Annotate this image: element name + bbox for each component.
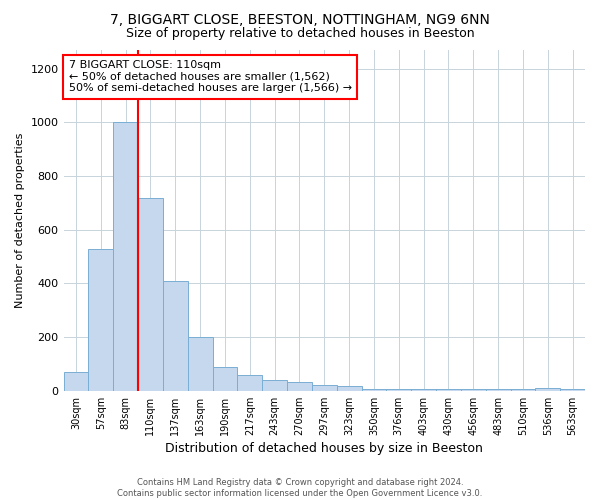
Bar (386, 390, 411, 391)
Bar (212, 366, 238, 391)
Bar (411, 390, 436, 391)
Bar (188, 337, 212, 391)
Bar (461, 390, 485, 391)
Text: 7 BIGGART CLOSE: 110sqm
← 50% of detached houses are smaller (1,562)
50% of semi: 7 BIGGART CLOSE: 110sqm ← 50% of detache… (69, 60, 352, 94)
Bar (312, 386, 337, 391)
Bar (262, 380, 287, 391)
Bar (163, 281, 188, 391)
Bar (88, 248, 113, 391)
Bar (436, 390, 461, 391)
Bar (113, 122, 138, 391)
Text: 7, BIGGART CLOSE, BEESTON, NOTTINGHAM, NG9 6NN: 7, BIGGART CLOSE, BEESTON, NOTTINGHAM, N… (110, 12, 490, 26)
Bar (485, 390, 511, 391)
Bar (362, 390, 386, 391)
Bar (511, 390, 535, 391)
Y-axis label: Number of detached properties: Number of detached properties (15, 132, 25, 308)
Text: Contains HM Land Registry data © Crown copyright and database right 2024.
Contai: Contains HM Land Registry data © Crown c… (118, 478, 482, 498)
Bar (535, 388, 560, 391)
Bar (337, 386, 362, 391)
X-axis label: Distribution of detached houses by size in Beeston: Distribution of detached houses by size … (166, 442, 483, 455)
Bar (560, 390, 585, 391)
Bar (287, 382, 312, 391)
Bar (138, 198, 163, 391)
Text: Size of property relative to detached houses in Beeston: Size of property relative to detached ho… (125, 28, 475, 40)
Bar (64, 372, 88, 391)
Bar (238, 376, 262, 391)
